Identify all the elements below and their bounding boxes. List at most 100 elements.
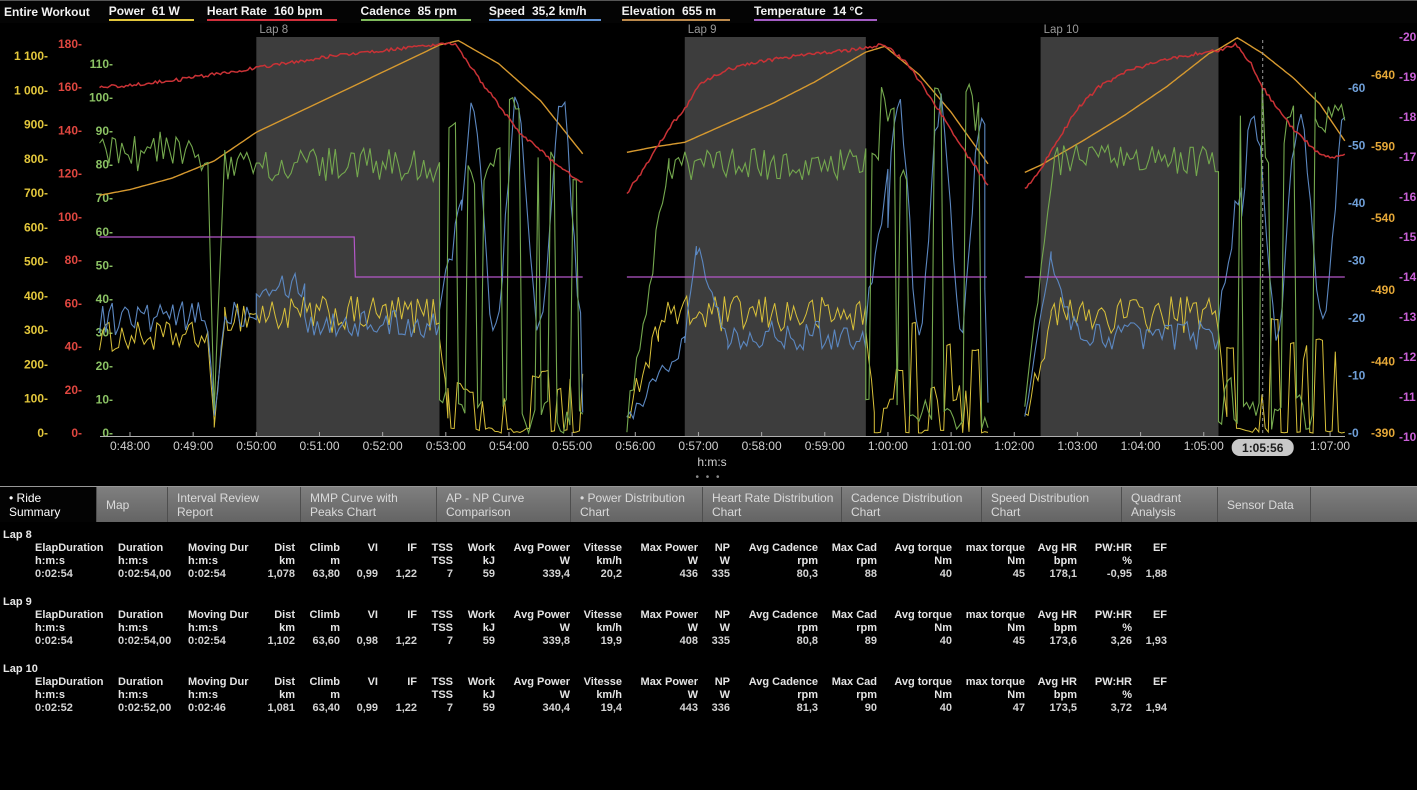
header-bar: Entire Workout Power 61 W Heart Rate160 bp… (0, 0, 1417, 23)
tab-ride-summary[interactable]: • Ride Summary (0, 487, 97, 522)
splitter-handle[interactable]: • • • (0, 470, 1417, 486)
x-axis-tick-label: 0:49:00 (173, 439, 213, 453)
tab-speed-distribution-chart[interactable]: Speed Distribution Chart (982, 487, 1122, 522)
axis-tick-temp: -11 (1399, 390, 1416, 404)
column-header-max-power: Max Power (622, 676, 698, 689)
column-unit (340, 689, 378, 702)
value-dist: 1,078 (258, 568, 295, 581)
x-axis-tick-label: 1:02:00 (994, 439, 1034, 453)
value-moving-dur: 0:02:46 (188, 702, 258, 715)
value-if: 1,22 (378, 635, 417, 648)
lap-title: Lap 8 (3, 529, 1417, 542)
column-header-elapduration: ElapDuration (35, 609, 118, 622)
value-dist: 1,081 (258, 702, 295, 715)
column-header-np: NP (698, 542, 730, 555)
value-avg-torque: 40 (877, 568, 952, 581)
column-header-max-power: Max Power (622, 542, 698, 555)
column-unit (1132, 622, 1167, 635)
metric-label: Power (109, 4, 145, 18)
value-climb: 63,40 (295, 702, 340, 715)
column-unit (1132, 689, 1167, 702)
axis-tick-temp: -10 (1399, 430, 1417, 444)
column-unit: km/h (570, 555, 622, 568)
column-header-vi: VI (340, 609, 378, 622)
value-np: 335 (698, 568, 730, 581)
axis-tick-hr: 100- (58, 210, 82, 224)
axis-tick-speed: -30 (1348, 254, 1366, 268)
value-vitesse: 19,9 (570, 635, 622, 648)
tab-mmp-curve-with-peaks-chart[interactable]: MMP Curve with Peaks Chart (301, 487, 437, 522)
value-ef: 1,93 (1132, 635, 1167, 648)
column-header-max-cad: Max Cad (818, 676, 877, 689)
column-unit: km (258, 555, 295, 568)
axis-tick-speed: -0 (1348, 426, 1359, 440)
lap-table: ElapDurationDurationMoving DurDistClimbV… (35, 609, 1417, 648)
x-axis-unit-label: h:m:s (697, 455, 726, 469)
column-header-avg-cadence: Avg Cadence (730, 676, 818, 689)
tab-heart-rate-distribution-chart[interactable]: Heart Rate Distribution Chart (703, 487, 842, 522)
value-vi: 0,99 (340, 568, 378, 581)
column-unit: rpm (818, 555, 877, 568)
axis-tick-temp: -14 (1399, 270, 1417, 284)
x-axis-tick-label: 0:50:00 (236, 439, 276, 453)
column-unit: W (698, 622, 730, 635)
tab-map[interactable]: Map (97, 487, 168, 522)
entire-workout-label: Entire Workout (4, 5, 90, 19)
column-header-climb: Climb (295, 542, 340, 555)
column-header-np: NP (698, 676, 730, 689)
column-header-max-torque: max torque (952, 609, 1025, 622)
column-header-avg-cadence: Avg Cadence (730, 609, 818, 622)
value-climb: 63,80 (295, 568, 340, 581)
metric-speed[interactable]: Speed35,2 km/h (489, 4, 601, 21)
axis-tick-power: 200- (24, 357, 48, 371)
value-vi: 0,98 (340, 635, 378, 648)
value-max-torque: 47 (952, 702, 1025, 715)
axis-tick-elev: -590 (1371, 140, 1395, 154)
column-unit (378, 689, 417, 702)
tab-bar-filler (1311, 487, 1417, 522)
column-unit: h:m:s (188, 689, 258, 702)
tab-interval-review-report[interactable]: Interval Review Report (168, 487, 301, 522)
metric-power[interactable]: Power 61 W (109, 4, 194, 21)
column-unit: km/h (570, 622, 622, 635)
tab-quadrant-analysis[interactable]: Quadrant Analysis (1122, 487, 1218, 522)
axis-tick-hr: 180- (58, 37, 82, 51)
metric-value: 35,2 km/h (532, 4, 587, 18)
value-vi: 0,99 (340, 702, 378, 715)
column-header-pw-hr: PW:HR (1077, 676, 1132, 689)
metric-value: 61 W (152, 4, 180, 18)
metric-cadence[interactable]: Cadence85 rpm (361, 4, 471, 21)
x-axis-tick-label: 0:48:00 (110, 439, 150, 453)
column-unit: kJ (453, 689, 495, 702)
column-header-work: Work (453, 676, 495, 689)
axis-tick-power: 700- (24, 186, 48, 200)
column-unit (378, 622, 417, 635)
tab-ap-np-curve-comparison[interactable]: AP - NP Curve Comparison (437, 487, 571, 522)
column-header-max-torque: max torque (952, 542, 1025, 555)
value-avg-cadence: 80,3 (730, 568, 818, 581)
column-header-dist: Dist (258, 609, 295, 622)
workout-chart[interactable]: Lap 8Lap 9Lap 100-100-200-300-400-500-60… (0, 0, 1417, 470)
metric-elevation[interactable]: Elevation655 m (622, 4, 730, 21)
x-axis-tick-label: 0:54:00 (489, 439, 529, 453)
column-unit: % (1077, 689, 1132, 702)
value-dist: 1,102 (258, 635, 295, 648)
axis-tick-temp: -16 (1399, 190, 1417, 204)
tab-cadence-distribution-chart[interactable]: Cadence Distribution Chart (842, 487, 982, 522)
x-axis-tick-label: 0:55:00 (552, 439, 592, 453)
tab-power-distribution-chart[interactable]: • Power Distribution Chart (571, 487, 703, 522)
column-header-moving-dur: Moving Dur (188, 676, 258, 689)
column-unit: h:m:s (188, 555, 258, 568)
column-unit (378, 555, 417, 568)
column-unit: Nm (952, 689, 1025, 702)
x-axis-tick-label: 1:05:00 (1184, 439, 1224, 453)
axis-tick-elev: -640 (1371, 68, 1395, 82)
tab-sensor-data[interactable]: Sensor Data (1218, 487, 1311, 522)
column-unit: h:m:s (118, 622, 188, 635)
axis-tick-hr: 60- (65, 296, 82, 310)
value-max-power: 436 (622, 568, 698, 581)
metric-temperature[interactable]: Temperature14 °C (754, 4, 877, 21)
value-avg-cadence: 80,8 (730, 635, 818, 648)
metric-heart-rate[interactable]: Heart Rate160 bpm (207, 4, 337, 21)
axis-tick-hr: 40- (65, 340, 82, 354)
